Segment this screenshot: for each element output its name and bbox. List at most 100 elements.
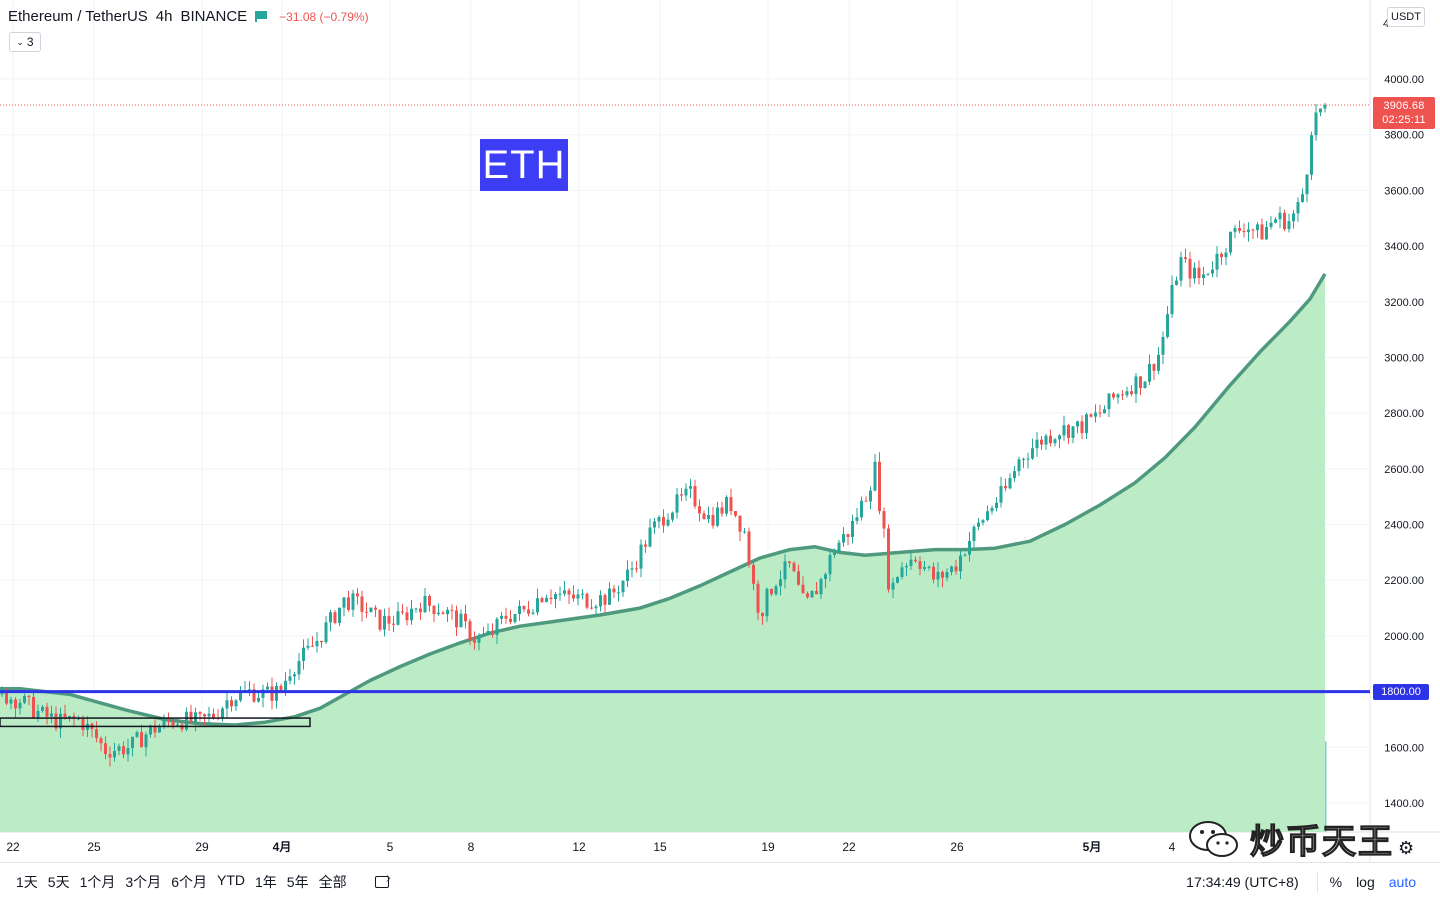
candle-body xyxy=(50,713,53,717)
candle-body xyxy=(1076,421,1079,427)
candle-body xyxy=(932,566,935,580)
candle-body xyxy=(738,515,742,532)
candle-body xyxy=(212,713,215,718)
candle-body xyxy=(851,520,854,537)
candle-body xyxy=(968,540,971,555)
bottom-right-tools: 17:34:49 (UTC+8) % log auto xyxy=(1186,863,1430,901)
candle-body xyxy=(1121,394,1124,396)
candle-body xyxy=(45,706,49,717)
candle-body xyxy=(1229,231,1232,253)
candle-body xyxy=(1179,257,1183,281)
candle-body xyxy=(468,621,472,641)
percent-toggle[interactable]: % xyxy=(1329,874,1343,890)
log-toggle[interactable]: log xyxy=(1356,874,1375,890)
price-tick-label: 2600.00 xyxy=(1384,464,1424,476)
candle-body xyxy=(792,562,796,572)
candle-body xyxy=(1278,212,1282,220)
time-tick-label: 8 xyxy=(468,840,475,854)
price-change: −31.08 (−0.79%) xyxy=(279,9,369,24)
candle-body xyxy=(725,497,728,514)
time-tick-label: 5 xyxy=(387,840,394,854)
candle-body xyxy=(1013,471,1016,479)
candle-body xyxy=(1269,222,1273,227)
candle-body xyxy=(185,711,188,730)
range-button[interactable]: 6个月 xyxy=(171,874,207,890)
candle-body xyxy=(986,511,989,521)
candle-body xyxy=(9,699,13,704)
candle-body xyxy=(1247,229,1250,233)
candle-body xyxy=(806,593,809,598)
goto-date-calendar-icon[interactable] xyxy=(374,874,393,890)
currency-button[interactable]: USDT xyxy=(1387,7,1425,27)
candle-body xyxy=(1256,224,1259,231)
candle-body xyxy=(396,611,400,625)
candle-body xyxy=(927,566,931,568)
candle-body xyxy=(1283,212,1286,230)
candlesticks xyxy=(0,102,1327,767)
range-button[interactable]: 5年 xyxy=(286,874,309,890)
candle-body xyxy=(1157,354,1160,371)
candle-body xyxy=(261,689,265,698)
candle-body xyxy=(1148,364,1151,382)
interval-label[interactable]: 4h xyxy=(155,8,173,25)
candle-body xyxy=(783,561,787,580)
watermark-text: 炒币天王 xyxy=(1249,821,1394,862)
auto-toggle[interactable]: auto xyxy=(1388,874,1416,890)
candle-body xyxy=(504,615,508,619)
candle-body xyxy=(356,593,359,597)
candle-body xyxy=(1251,229,1255,231)
candle-body xyxy=(279,685,283,691)
candle-body xyxy=(333,612,337,623)
candle-body xyxy=(1323,104,1327,109)
chevron-down-icon: ⌄ xyxy=(16,36,24,47)
candle-body xyxy=(1197,267,1201,279)
candle-body xyxy=(81,718,85,730)
candle-body xyxy=(1175,280,1178,285)
candle-body xyxy=(855,517,859,521)
price-tick-label: 3200.00 xyxy=(1384,297,1424,309)
range-button[interactable]: 1天 xyxy=(16,874,38,890)
candle-body xyxy=(828,554,832,575)
candle-body xyxy=(918,561,922,569)
settings-gear-icon[interactable]: ⚙ xyxy=(1398,838,1415,858)
indicators-toggle-button[interactable]: ⌄ 3 xyxy=(9,32,41,52)
candle-body xyxy=(1080,421,1084,434)
range-button[interactable]: 1个月 xyxy=(79,874,116,890)
candle-body xyxy=(104,743,107,755)
price-chart[interactable]: 4000.00 3800.00 3600.00 3400.00 3200.00 3000.… xyxy=(0,0,1440,862)
candle-body xyxy=(1071,426,1075,438)
candle-body xyxy=(959,555,962,572)
candle-body xyxy=(545,597,548,602)
candle-body xyxy=(860,500,863,518)
candle-body xyxy=(482,633,485,636)
candle-body xyxy=(963,554,967,556)
range-button[interactable]: 全部 xyxy=(318,874,347,890)
candle-body xyxy=(99,738,103,744)
candle-body xyxy=(149,725,152,735)
candle-body xyxy=(374,607,377,610)
candle-body xyxy=(189,711,193,722)
time-tick-label: 25 xyxy=(87,840,101,854)
price-tick-label: 3800.00 xyxy=(1384,130,1424,142)
candle-body xyxy=(572,594,575,599)
range-button[interactable]: 5天 xyxy=(47,874,70,890)
candle-body xyxy=(1215,253,1219,270)
candle-body xyxy=(905,565,908,568)
candle-body xyxy=(473,640,476,643)
candle-body xyxy=(518,605,521,614)
candle-body xyxy=(1031,448,1034,459)
candle-body xyxy=(230,700,233,707)
eth-text-annotation[interactable]: ETH xyxy=(480,139,568,191)
candle-body xyxy=(1152,364,1156,371)
candle-body xyxy=(495,618,499,635)
range-button[interactable]: 1年 xyxy=(254,874,277,890)
timezone-clock[interactable]: 17:34:49 (UTC+8) xyxy=(1186,874,1299,890)
candle-body xyxy=(122,746,125,755)
candle-body xyxy=(59,713,62,729)
range-button[interactable]: 3个月 xyxy=(125,874,162,890)
symbol-title[interactable]: Ethereum / TetherUS xyxy=(8,8,148,25)
candle-body xyxy=(1292,213,1295,222)
range-button[interactable]: YTD xyxy=(216,872,245,888)
candle-body xyxy=(383,616,386,630)
candle-body xyxy=(248,689,251,691)
